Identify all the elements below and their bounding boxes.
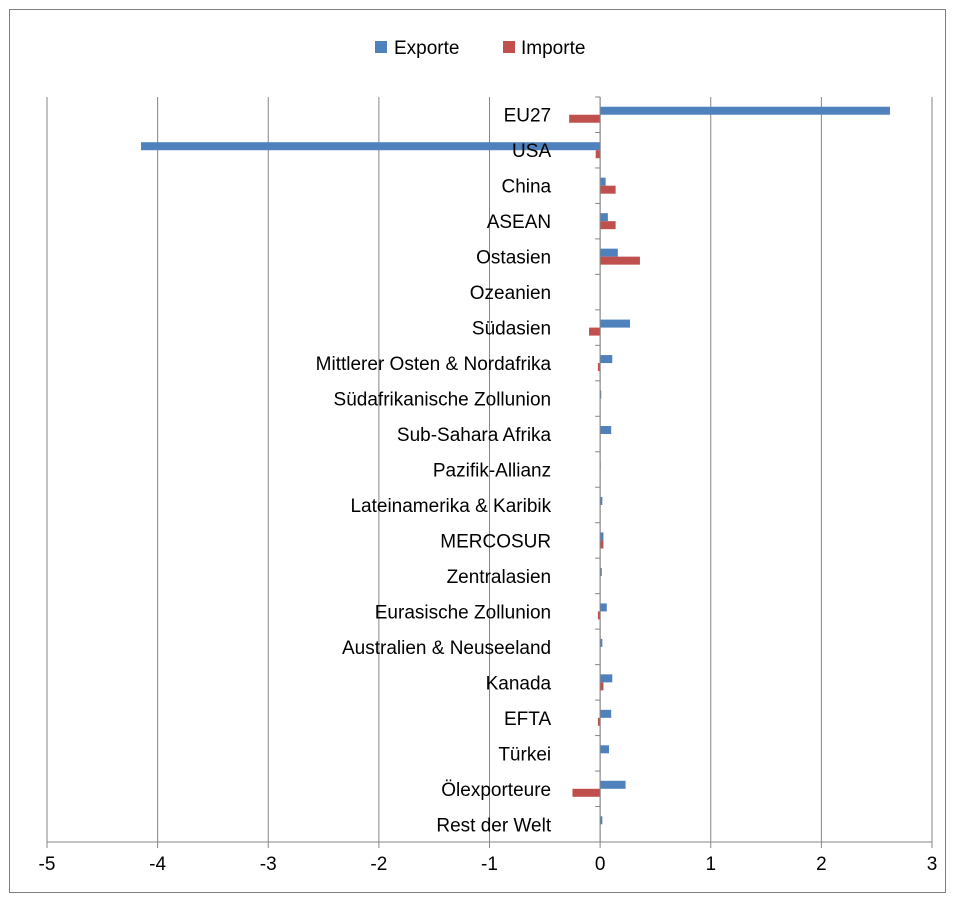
category-label: Südasien — [472, 319, 551, 340]
x-tick-label: 3 — [927, 854, 938, 875]
category-label: EU27 — [504, 106, 552, 127]
bar-importe-1 — [595, 150, 601, 159]
category-label: China — [501, 177, 551, 198]
category-label: Australien & Neuseeland — [342, 638, 551, 659]
x-tick-label: 1 — [705, 854, 716, 875]
legend-label-importe: Importe — [521, 38, 585, 59]
bar-importe-19 — [572, 788, 601, 797]
bar-exporte-17 — [600, 709, 612, 718]
x-tick-label: -5 — [39, 854, 56, 875]
bar-importe-16 — [600, 682, 604, 691]
x-tick-label: -1 — [481, 854, 498, 875]
x-tick-label: -3 — [260, 854, 277, 875]
bar-importe-7 — [597, 363, 601, 372]
bar-importe-17 — [597, 717, 601, 726]
category-label: Kanada — [486, 673, 552, 694]
bar-exporte-18 — [600, 745, 609, 754]
bar-exporte-2 — [600, 177, 606, 186]
bar-importe-2 — [600, 185, 616, 194]
bar-exporte-4 — [600, 248, 618, 257]
bar-exporte-3 — [600, 213, 608, 222]
x-tick-label: -2 — [370, 854, 387, 875]
category-label: Lateinamerika & Karibik — [350, 496, 551, 517]
bar-exporte-7 — [600, 355, 613, 364]
category-label: Türkei — [498, 744, 551, 765]
bar-exporte-11 — [600, 496, 603, 505]
bar-importe-6 — [589, 327, 601, 336]
bar-importe-3 — [600, 221, 616, 230]
bar-importe-14 — [597, 611, 601, 620]
bar-importe-4 — [600, 256, 640, 265]
x-tick-label: 0 — [595, 854, 606, 875]
category-label: Mittlerer Osten & Nordafrika — [316, 354, 552, 375]
bar-exporte-19 — [600, 780, 626, 789]
category-label: Pazifik-Allianz — [433, 461, 551, 482]
legend-swatch-importe — [503, 41, 515, 53]
bar-exporte-8 — [600, 390, 602, 399]
category-label: Zentralasien — [447, 567, 552, 588]
category-label: EFTA — [504, 709, 551, 730]
category-label: Ölexporteure — [441, 780, 551, 801]
bar-exporte-9 — [600, 426, 612, 435]
category-label: Eurasische Zollunion — [375, 602, 551, 623]
bar-exporte-15 — [600, 638, 603, 647]
bar-exporte-12 — [600, 532, 604, 541]
category-label: Ostasien — [476, 248, 551, 269]
bar-exporte-14 — [600, 603, 607, 612]
category-label: Südafrikanische Zollunion — [334, 390, 552, 411]
x-tick-label: -4 — [149, 854, 166, 875]
bar-exporte-6 — [600, 319, 630, 328]
x-tick-label: 2 — [816, 854, 827, 875]
category-label: Sub-Sahara Afrika — [397, 425, 552, 446]
bar-exporte-16 — [600, 674, 613, 683]
bar-importe-0 — [569, 114, 601, 123]
legend-label-exporte: Exporte — [394, 38, 459, 59]
category-label: MERCOSUR — [440, 531, 551, 552]
bar-exporte-13 — [600, 567, 602, 576]
bar-exporte-0 — [600, 106, 890, 115]
chart-area — [9, 9, 946, 893]
category-label: ASEAN — [487, 212, 551, 233]
legend-swatch-exporte — [375, 41, 387, 53]
bar-exporte-20 — [600, 816, 603, 825]
category-label: USA — [512, 141, 551, 162]
category-label: Ozeanien — [470, 283, 551, 304]
category-label: Rest der Welt — [436, 815, 551, 836]
bar-importe-12 — [600, 540, 604, 549]
bar-exporte-1 — [141, 142, 601, 151]
